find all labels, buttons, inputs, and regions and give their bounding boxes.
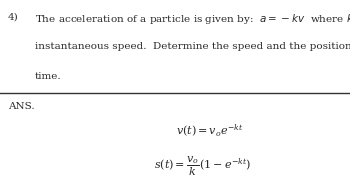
Text: 4): 4) <box>8 12 19 21</box>
Text: instantaneous speed.  Determine the speed and the position of the particle as fu: instantaneous speed. Determine the speed… <box>35 42 350 51</box>
Text: ANS.: ANS. <box>8 102 34 111</box>
Text: $v(t) = v_o e^{-kt}$: $v(t) = v_o e^{-kt}$ <box>176 123 244 139</box>
Text: $s(t) = \dfrac{v_o}{k}\left(1 - e^{-kt}\right)$: $s(t) = \dfrac{v_o}{k}\left(1 - e^{-kt}\… <box>154 155 252 176</box>
Text: The acceleration of a particle is given by:  $a = -kv$  where $k$ is a constant : The acceleration of a particle is given … <box>35 12 350 26</box>
Text: time.: time. <box>35 72 62 81</box>
